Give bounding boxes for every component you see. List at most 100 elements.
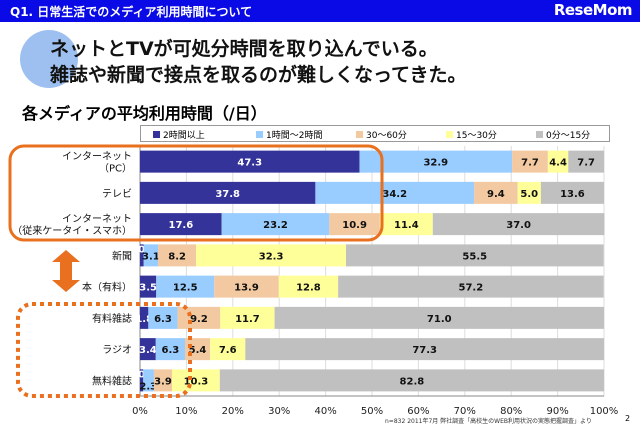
bar-segment	[140, 275, 157, 298]
bar-segment	[338, 275, 604, 298]
bar-segment	[221, 213, 330, 236]
legend-swatch	[256, 131, 263, 138]
x-tick-label: 70%	[454, 406, 476, 417]
legend-item: 0分～15分	[536, 128, 590, 141]
data-label: 8.2	[168, 251, 186, 262]
data-label: 82.8	[400, 376, 425, 387]
data-label: 6.3	[154, 314, 172, 325]
legend-label: 1時間～2時間	[266, 131, 323, 141]
bar-segment	[158, 244, 197, 267]
category-label: 有料雑誌	[92, 312, 132, 325]
data-label: 4.4	[549, 158, 567, 169]
x-tick-label: 100%	[590, 406, 619, 417]
bar-segment	[148, 306, 178, 329]
data-label: 71.0	[427, 314, 452, 325]
slide-title: Q1. 日常生活でのメディア利用時間について	[10, 5, 253, 19]
bar-segment	[219, 369, 605, 392]
legend-swatch	[446, 131, 453, 138]
category-label: テレビ	[102, 188, 132, 200]
data-label: 7.7	[577, 158, 595, 169]
legend-label: 0分～15分	[546, 131, 591, 141]
bar-segment	[379, 213, 433, 236]
category-label: 新聞	[112, 249, 132, 262]
data-label: 11.4	[394, 220, 419, 231]
legend-label: 15～30分	[456, 131, 497, 141]
x-tick-label: 30%	[268, 406, 290, 417]
footer-note: n=832 2011年7月 弊社調査「高校生のWEB利用状況の実態把握調査」より	[385, 418, 592, 425]
bar-segment	[143, 244, 159, 267]
bar-segment	[315, 181, 475, 204]
bar-segment	[346, 244, 604, 267]
bar-segment	[140, 244, 144, 267]
data-label: 5.4	[189, 345, 207, 356]
bar-segment	[547, 150, 569, 173]
data-label: 3.9	[154, 376, 172, 387]
category-label: 本（有料）	[82, 281, 132, 294]
bar-segment	[432, 213, 605, 236]
data-label: 37.8	[215, 189, 240, 200]
bar-segment	[210, 338, 246, 361]
bar-segment	[568, 150, 604, 173]
logo: ReseMom	[553, 1, 633, 19]
bar-segment	[474, 181, 518, 204]
category-label: ラジオ	[102, 344, 132, 356]
category-label: （従来ケータイ・スマホ）	[12, 224, 132, 237]
data-label: 10.3	[184, 376, 209, 387]
bar-segment	[517, 181, 541, 204]
data-label: 5.0	[520, 189, 538, 200]
data-label: 77.3	[412, 345, 437, 356]
bar-segment	[140, 150, 360, 173]
data-label: 13.6	[560, 189, 585, 200]
x-tick-label: 40%	[314, 406, 336, 417]
bar-segment	[143, 369, 154, 392]
data-label: 11.7	[235, 314, 260, 325]
bar-segment	[140, 181, 316, 204]
bar-segment	[140, 306, 149, 329]
data-label: 37.0	[506, 220, 531, 231]
decorative-circle	[20, 30, 78, 88]
data-label: 32.9	[423, 158, 448, 169]
data-label: 57.2	[458, 283, 483, 294]
legend-swatch	[153, 131, 160, 138]
bar-segment	[274, 306, 604, 329]
category-label: 無料雑誌	[92, 374, 132, 387]
bar-segment	[153, 369, 173, 392]
data-label: 12.5	[173, 283, 198, 294]
data-label: 9.2	[190, 314, 208, 325]
bar-segment	[359, 150, 513, 173]
data-label: 13.9	[234, 283, 259, 294]
bar-segment	[140, 338, 156, 361]
x-tick-label: 10%	[175, 406, 197, 417]
category-label: （PC）	[99, 163, 132, 175]
double-arrow-icon	[52, 250, 80, 292]
x-tick-label: 80%	[500, 406, 522, 417]
legend-item: 30～60分	[356, 128, 407, 141]
x-tick-label: 50%	[361, 406, 383, 417]
legend-item: 1時間～2時間	[256, 128, 322, 141]
legend-item: 2時間以上	[153, 128, 205, 141]
data-label: 3.1	[142, 251, 160, 262]
header-bar: Q1. 日常生活でのメディア利用時間について ReseMom	[0, 0, 640, 22]
legend-item: 15～30分	[446, 128, 497, 141]
data-label: 3.4	[139, 345, 157, 356]
bar-segment	[140, 213, 222, 236]
chart-title: 各メディアの平均利用時間（/日）	[22, 104, 267, 123]
highlight-box-net-tv	[8, 144, 384, 242]
page-number: 2	[625, 414, 631, 423]
data-label: 17.6	[168, 220, 193, 231]
bar-segment	[155, 338, 186, 361]
bar-segment	[512, 150, 548, 173]
bar-segment	[540, 181, 604, 204]
data-label: 7.7	[521, 158, 539, 169]
bar-segment	[329, 213, 380, 236]
data-label: 12.8	[296, 283, 321, 294]
bar-segment	[196, 244, 347, 267]
data-label: 34.2	[382, 189, 407, 200]
legend-swatch	[356, 131, 363, 138]
highlight-box-magazines-radio	[16, 302, 192, 398]
x-tick-label: 60%	[407, 406, 429, 417]
data-label: 7.6	[219, 345, 237, 356]
data-label: 6.3	[162, 345, 180, 356]
bar-segment	[140, 369, 144, 392]
